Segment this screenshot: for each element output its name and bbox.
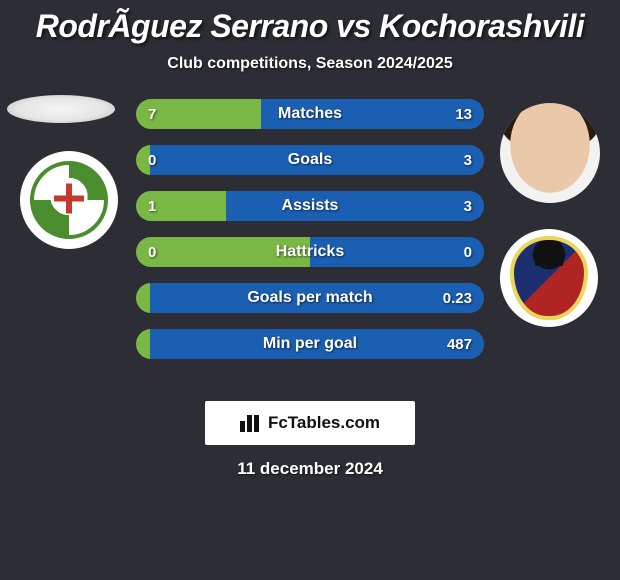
stat-bar-right-fill bbox=[310, 237, 484, 267]
right-player-avatar bbox=[500, 103, 600, 203]
stat-bar-right-fill bbox=[261, 99, 484, 129]
left-player-avatar bbox=[7, 95, 115, 123]
stat-bar-right-fill bbox=[226, 191, 484, 221]
stat-bar-right-fill bbox=[150, 145, 484, 175]
stat-bar-left-fill bbox=[136, 329, 150, 359]
fctables-logo-icon bbox=[240, 414, 262, 432]
stat-bar-left-fill bbox=[136, 99, 261, 129]
site-name: FcTables.com bbox=[268, 413, 380, 433]
stat-bars: Matches713 Goals03 Assists13 Hattricks00 Goa… bbox=[136, 99, 484, 375]
stat-bar-left-fill bbox=[136, 283, 150, 313]
site-badge[interactable]: FcTables.com bbox=[205, 401, 415, 445]
stat-bar-left-fill bbox=[136, 191, 226, 221]
player-face-icon bbox=[500, 103, 600, 203]
cordoba-crest-icon bbox=[30, 161, 108, 239]
stat-bar: Matches713 bbox=[136, 99, 484, 129]
subtitle: Club competitions, Season 2024/2025 bbox=[0, 55, 620, 73]
stat-bar: Goals03 bbox=[136, 145, 484, 175]
stat-bar-right-fill bbox=[150, 283, 484, 313]
stat-bar-right-fill bbox=[150, 329, 484, 359]
stat-bar-left-fill bbox=[136, 237, 310, 267]
date-text: 11 december 2024 bbox=[0, 459, 620, 479]
stat-bar-left-fill bbox=[136, 145, 150, 175]
stat-bar: Assists13 bbox=[136, 191, 484, 221]
main-area: Matches713 Goals03 Assists13 Hattricks00 Goa… bbox=[0, 99, 620, 379]
stat-bar: Hattricks00 bbox=[136, 237, 484, 267]
stat-bar: Goals per match0.23 bbox=[136, 283, 484, 313]
levante-crest-icon bbox=[510, 236, 588, 320]
right-club-crest bbox=[500, 229, 598, 327]
footer: FcTables.com 11 december 2024 bbox=[0, 401, 620, 479]
page-title: RodrÃ­guez Serrano vs Kochorashvili bbox=[0, 8, 620, 45]
comparison-card: RodrÃ­guez Serrano vs Kochorashvili Club… bbox=[0, 0, 620, 479]
stat-bar: Min per goal487 bbox=[136, 329, 484, 359]
left-club-crest bbox=[20, 151, 118, 249]
